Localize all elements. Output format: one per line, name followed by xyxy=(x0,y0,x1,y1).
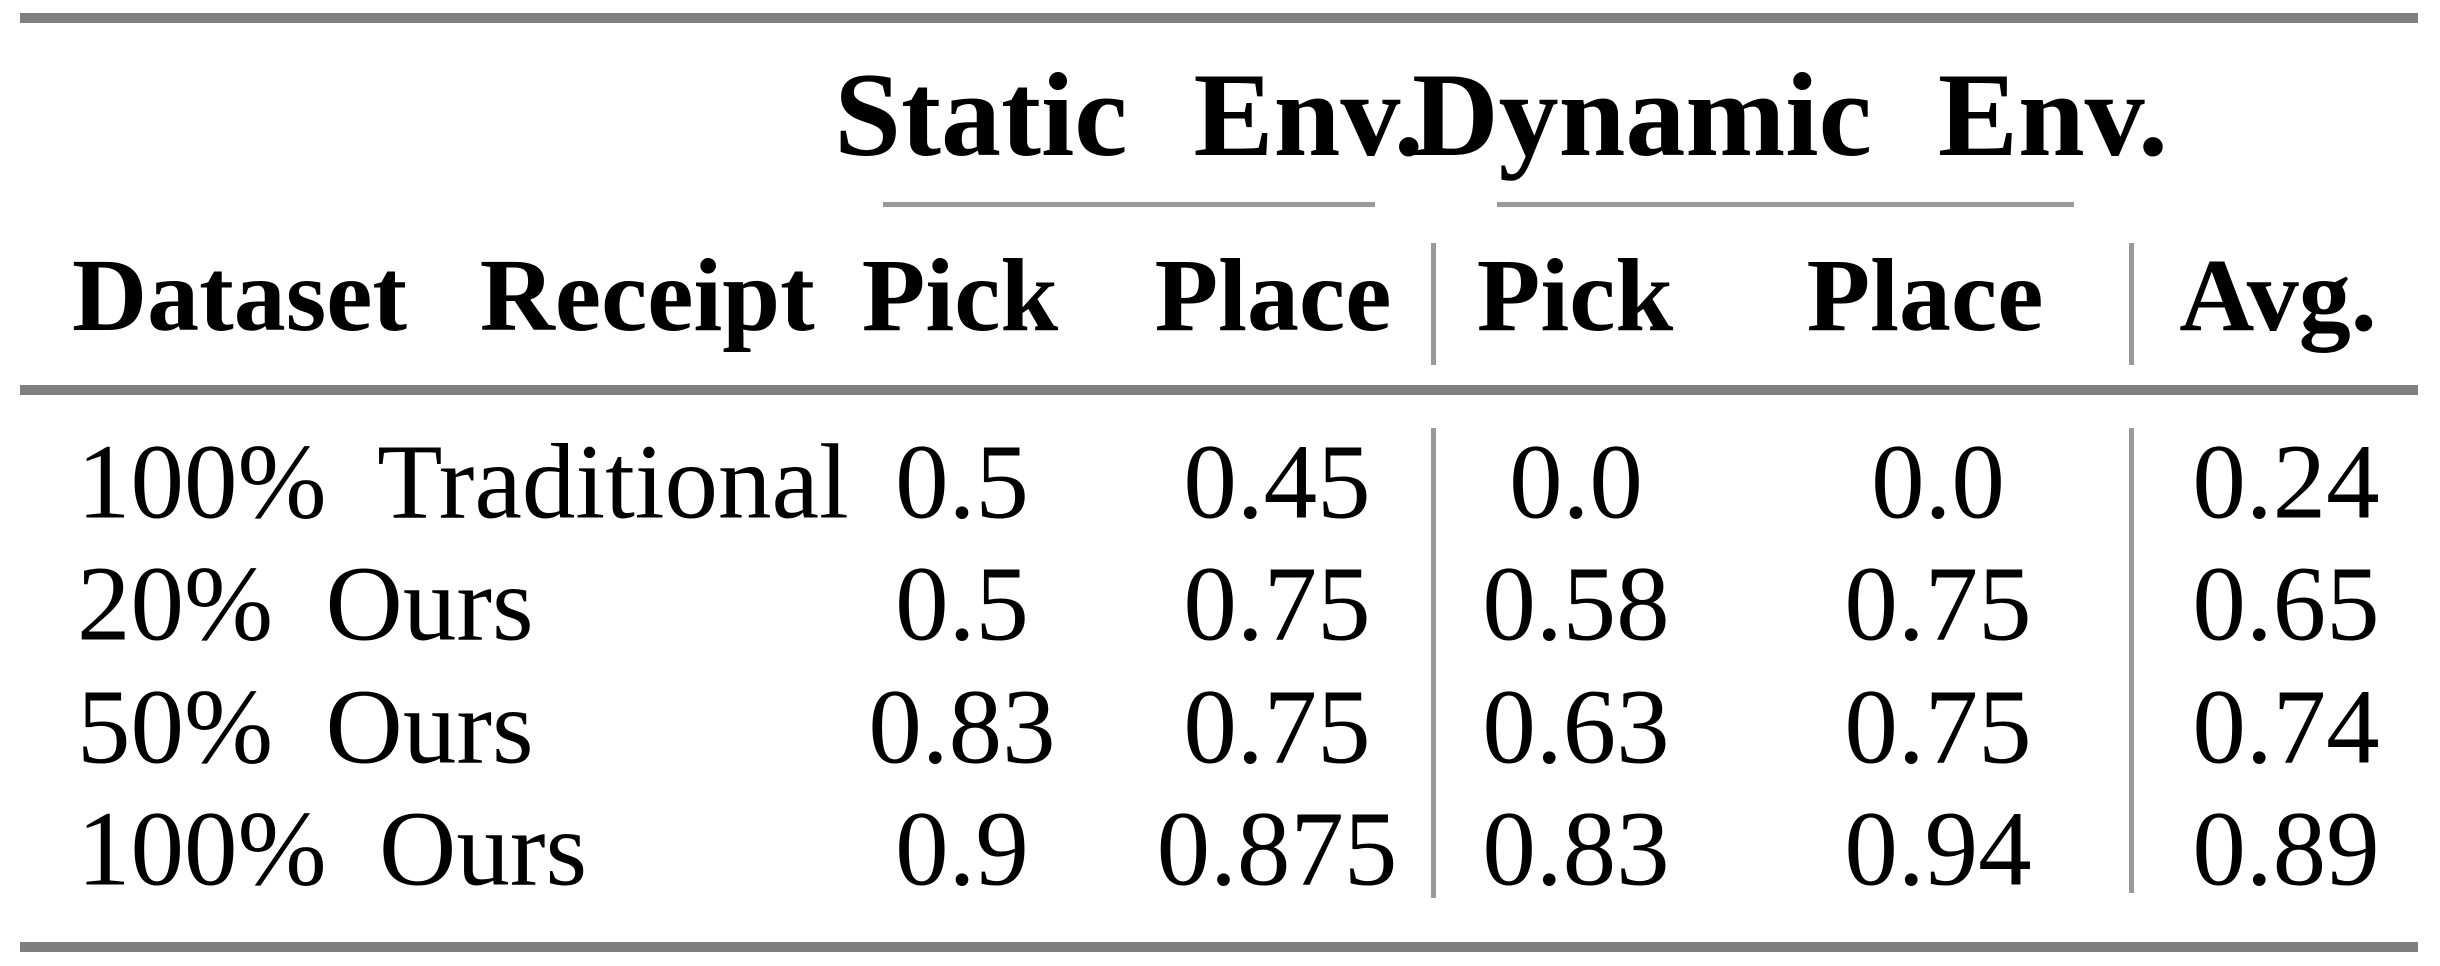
col-header-dataset-receipt: Dataset Receipt xyxy=(72,238,815,353)
cell-static-pick: 0.5 xyxy=(895,423,1029,542)
cell-static-place: 0.45 xyxy=(1183,423,1371,542)
cell-dynamic-pick: 0.63 xyxy=(1482,668,1670,787)
cell-avg: 0.89 xyxy=(2192,790,2380,909)
group-header-static-env: Static Env. xyxy=(834,48,1424,181)
cell-avg: 0.24 xyxy=(2192,423,2380,542)
col-header-static-pick: Pick xyxy=(861,238,1059,353)
static-env-underline xyxy=(883,202,1375,207)
cell-dynamic-place: 0.75 xyxy=(1844,668,2032,787)
col-header-dynamic-pick: Pick xyxy=(1476,238,1674,353)
row-label: 100% Ours xyxy=(77,790,588,909)
row-label: 20% Ours xyxy=(77,545,534,664)
cell-dynamic-pick: 0.58 xyxy=(1482,545,1670,664)
cell-dynamic-place: 0.75 xyxy=(1844,545,2032,664)
col-separator-static-dynamic-body xyxy=(1431,428,1436,898)
row-label: 100% Traditional xyxy=(77,423,849,542)
col-separator-avg-header xyxy=(2129,243,2134,365)
cell-static-place: 0.75 xyxy=(1183,668,1371,787)
cell-avg: 0.65 xyxy=(2192,545,2380,664)
cell-dynamic-place: 0.94 xyxy=(1844,790,2032,909)
cell-dynamic-place: 0.0 xyxy=(1871,423,2005,542)
col-header-avg: Avg. xyxy=(2179,238,2377,353)
col-header-static-place: Place xyxy=(1154,238,1392,353)
col-separator-static-dynamic-header xyxy=(1431,243,1436,365)
header-body-rule xyxy=(20,385,2418,395)
cell-static-pick: 0.9 xyxy=(895,790,1029,909)
cell-static-place: 0.875 xyxy=(1156,790,1398,909)
bottom-rule xyxy=(20,942,2418,952)
row-label: 50% Ours xyxy=(77,668,534,787)
col-header-dynamic-place: Place xyxy=(1806,238,2044,353)
col-separator-avg-body xyxy=(2129,428,2134,893)
group-header-dynamic-env: Dynamic Env. xyxy=(1411,48,2169,181)
dynamic-env-underline xyxy=(1497,202,2074,207)
cell-static-pick: 0.83 xyxy=(868,668,1056,787)
cell-dynamic-pick: 0.83 xyxy=(1482,790,1670,909)
cell-static-place: 0.75 xyxy=(1183,545,1371,664)
cell-static-pick: 0.5 xyxy=(895,545,1029,664)
cell-dynamic-pick: 0.0 xyxy=(1509,423,1643,542)
cell-avg: 0.74 xyxy=(2192,668,2380,787)
top-rule xyxy=(20,13,2418,23)
